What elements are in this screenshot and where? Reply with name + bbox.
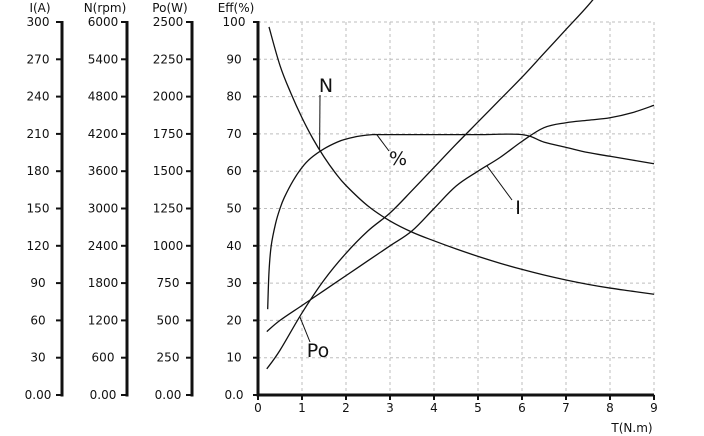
tick-label-po: 2500 — [153, 15, 184, 29]
tick-label-n: 0.00 — [90, 388, 117, 402]
tick-label-po: 250 — [157, 351, 180, 365]
series-layer — [266, 0, 655, 370]
series-labels: N% I Po — [299, 75, 521, 362]
series-line-efficiency — [267, 133, 655, 310]
tick-label-po: 500 — [157, 313, 180, 327]
tick-label-n: 1200 — [88, 313, 119, 327]
series-label-po: Po — [307, 340, 329, 362]
tick-label-i: 30 — [30, 351, 45, 365]
tick-label-eff: 70 — [226, 127, 241, 141]
tick-label-eff: 60 — [226, 164, 241, 178]
axis-title-i: I(A) — [29, 1, 50, 15]
callout-line-i — [486, 165, 513, 201]
series-line-n — [268, 26, 655, 295]
tick-label-eff: 50 — [226, 202, 241, 216]
callout-line-efficiency — [376, 134, 390, 152]
tick-label-x: 2 — [342, 401, 350, 415]
tick-label-po: 1250 — [153, 202, 184, 216]
axis-i: I(A)300 270 240 210 180 150 120 90 60 30 0.00 — [25, 1, 64, 402]
tick-label-eff: 0.0 — [224, 388, 243, 402]
axis-n: N(rpm)6000 5400 4800 4200 3600 3000 2400 1800 12… — [84, 1, 129, 402]
series-line-po — [266, 0, 594, 370]
tick-label-n: 2400 — [88, 239, 119, 253]
tick-label-i: 210 — [27, 127, 50, 141]
tick-label-x: 7 — [562, 401, 570, 415]
tick-label-n: 1800 — [88, 276, 119, 290]
series-label-n: N — [319, 75, 333, 97]
tick-label-i: 270 — [27, 52, 50, 66]
tick-label-i: 60 — [30, 313, 45, 327]
tick-label-n: 6000 — [88, 15, 119, 29]
tick-label-x: 4 — [430, 401, 438, 415]
series-line-i — [266, 104, 655, 333]
tick-label-po: 2250 — [153, 52, 184, 66]
tick-label-eff: 30 — [226, 276, 241, 290]
tick-label-i: 180 — [27, 164, 50, 178]
tick-label-x: 1 — [298, 401, 306, 415]
axis-title-x: T(N.m) — [610, 421, 652, 435]
tick-label-n: 3600 — [88, 164, 119, 178]
tick-label-n: 5400 — [88, 52, 119, 66]
tick-label-n: 3000 — [88, 202, 119, 216]
axis-x: 0 1 2 3 4 5 6 7 8 9 T(N.m) — [254, 393, 658, 435]
callout-line-po — [299, 316, 311, 343]
axis-title-n: N(rpm) — [84, 1, 127, 15]
tick-label-i: 300 — [27, 15, 50, 29]
tick-label-po: 1750 — [153, 127, 184, 141]
axis-title-eff: Eff(%) — [218, 1, 255, 15]
tick-label-po: 750 — [157, 276, 180, 290]
series-label-efficiency: % — [389, 148, 407, 170]
tick-label-x: 3 — [386, 401, 394, 415]
tick-label-n: 4200 — [88, 127, 119, 141]
tick-label-po: 1500 — [153, 164, 184, 178]
tick-label-eff: 10 — [226, 351, 241, 365]
tick-label-i: 150 — [27, 202, 50, 216]
tick-label-x: 9 — [650, 401, 658, 415]
series-label-i: I — [515, 197, 521, 219]
tick-label-n: 600 — [92, 351, 115, 365]
tick-label-i: 90 — [30, 276, 45, 290]
tick-label-eff: 100 — [223, 15, 246, 29]
tick-label-eff: 80 — [226, 90, 241, 104]
tick-label-x: 5 — [474, 401, 482, 415]
tick-label-n: 4800 — [88, 90, 119, 104]
tick-label-i: 240 — [27, 90, 50, 104]
tick-label-eff: 40 — [226, 239, 241, 253]
tick-label-po: 2000 — [153, 90, 184, 104]
axes: I(A)3002702402101801501209060300.00N(rpm… — [25, 1, 658, 435]
tick-label-po: 1000 — [153, 239, 184, 253]
tick-label-x: 8 — [606, 401, 614, 415]
tick-label-i: 0.00 — [25, 388, 52, 402]
tick-label-po: 0.00 — [155, 388, 182, 402]
tick-label-x: 0 — [254, 401, 262, 415]
axis-eff: Eff(%)100 90 80 70 60 50 40 30 20 10 0.0 — [218, 1, 260, 402]
axis-title-po: Po(W) — [152, 1, 187, 15]
tick-label-eff: 90 — [226, 52, 241, 66]
tick-label-eff: 20 — [226, 313, 241, 327]
tick-label-x: 6 — [518, 401, 526, 415]
axis-po: Po(W)2500 2250 2000 1750 1500 1250 1000 750 500 2… — [152, 1, 194, 402]
tick-label-i: 120 — [27, 239, 50, 253]
